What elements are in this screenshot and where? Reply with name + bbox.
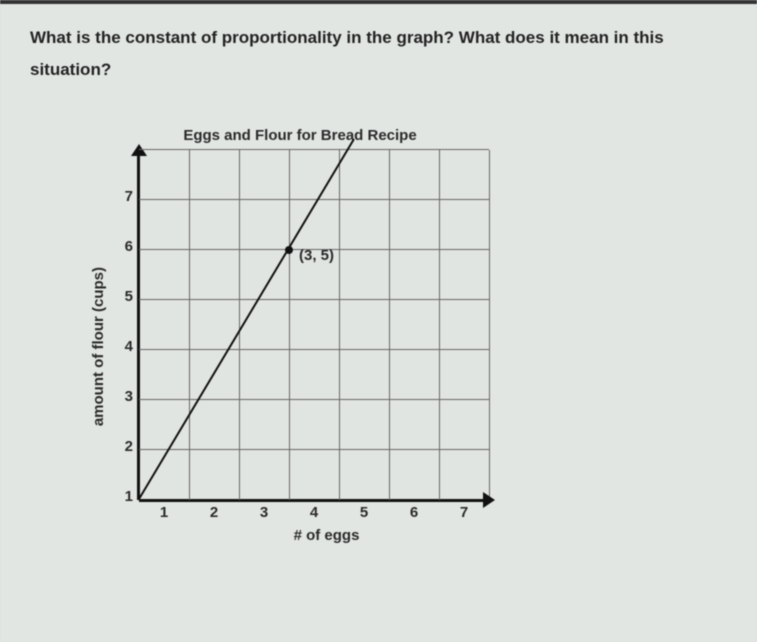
x-tick: 3 (239, 504, 289, 521)
x-axis-ticks: 1 2 3 4 5 6 7 (139, 504, 489, 521)
chart-container: Eggs and Flour for Bread Recipe amount o… (90, 127, 470, 544)
x-axis-line (139, 499, 489, 502)
x-tick: 4 (289, 504, 339, 521)
y-axis-ticks: 1 2 3 4 5 6 7 (117, 172, 133, 522)
y-tick: 2 (117, 422, 133, 472)
y-tick: 5 (117, 272, 133, 322)
y-tick: 1 (117, 472, 133, 522)
gridline-horizontal (139, 349, 489, 350)
question-text: What is the constant of proportionality … (30, 22, 727, 87)
gridline-vertical (439, 150, 440, 500)
question-line-2: situation? (30, 60, 111, 79)
gridline-horizontal (139, 299, 489, 300)
gridline-horizontal (139, 149, 489, 150)
x-axis-label: # of eggs (164, 527, 489, 544)
proportional-line (138, 138, 355, 499)
gridline-vertical (339, 150, 340, 500)
y-tick: 3 (117, 372, 133, 422)
gridline-vertical (239, 150, 240, 500)
x-tick: 7 (439, 504, 489, 521)
x-tick: 5 (339, 504, 389, 521)
y-tick: 7 (117, 172, 133, 222)
x-tick: 2 (189, 504, 239, 521)
x-tick: 1 (139, 504, 189, 521)
gridline-horizontal (139, 449, 489, 450)
chart-title: Eggs and Flour for Bread Recipe (130, 127, 470, 144)
gridline-horizontal (139, 399, 489, 400)
y-tick: 6 (117, 222, 133, 272)
gridline-vertical (289, 150, 290, 500)
gridline-vertical (189, 150, 190, 500)
marked-point (285, 246, 293, 254)
gridline-vertical (389, 150, 390, 500)
question-line-1: What is the constant of proportionality … (30, 28, 664, 47)
gridline-vertical (489, 150, 490, 500)
gridline-horizontal (139, 199, 489, 200)
marked-point-label: (3, 5) (299, 247, 334, 264)
chart-body: amount of flour (cups) 1 2 3 4 5 6 7 (3,… (90, 150, 470, 544)
y-axis-label: amount of flour (cups) (90, 267, 107, 426)
plot-area: (3, 5) (139, 150, 489, 500)
worksheet-page: What is the constant of proportionality … (0, 0, 757, 642)
y-tick: 4 (117, 322, 133, 372)
x-tick: 6 (389, 504, 439, 521)
